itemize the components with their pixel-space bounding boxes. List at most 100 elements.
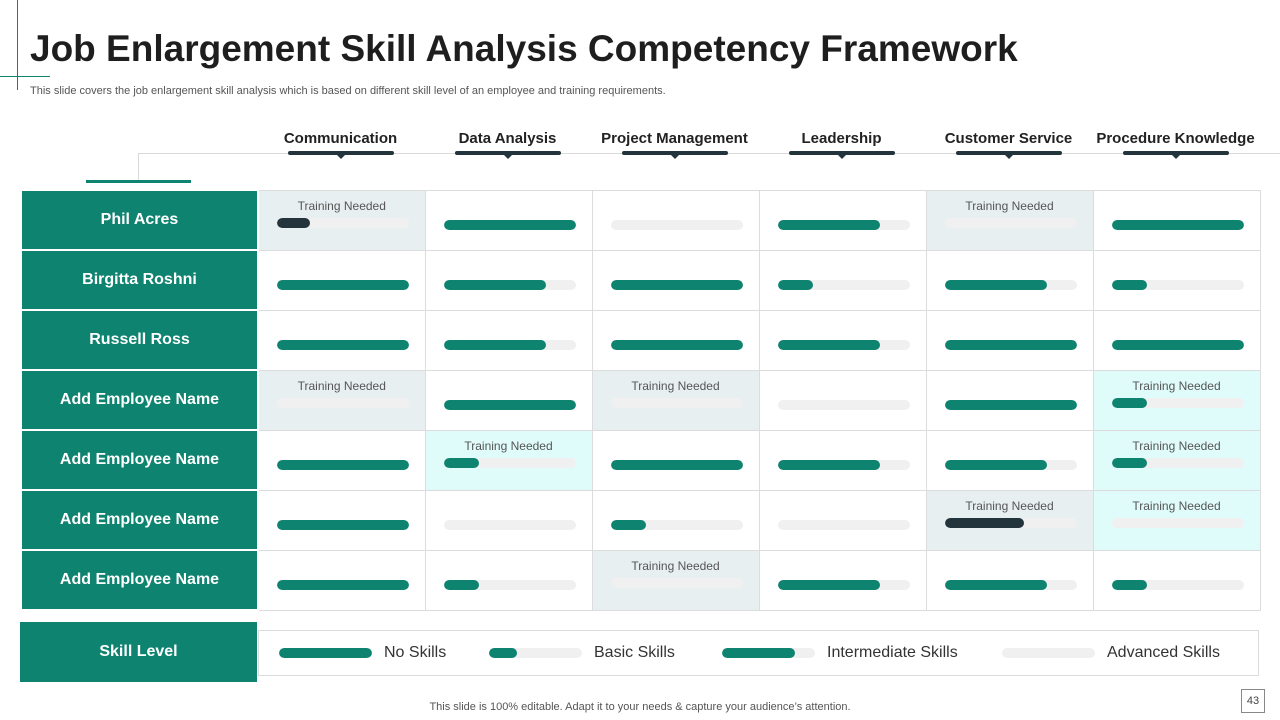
skill-cell: Training Needed [1092,369,1261,431]
skill-level-bar [777,219,910,230]
skill-level-bar [610,219,743,230]
skill-level-fill [944,399,1077,410]
column-header-bar [454,151,561,159]
skill-cell: Training Needed [925,189,1094,251]
skill-level-fill [944,459,1048,470]
skill-level-bar [777,519,910,530]
skill-level-bar [1111,457,1244,468]
decor-horizontal-line [0,76,50,77]
skill-level-bar [610,279,743,290]
employee-name: Phil Acres [20,189,259,251]
skill-level-bar [1111,517,1244,528]
skill-level-bar [1111,339,1244,350]
skill-level-bar [277,397,409,408]
column-header-bar [788,151,895,159]
legend-bar [279,648,372,658]
skill-cell [591,249,760,311]
employee-name: Birgitta Roshni [20,249,259,311]
training-needed-label: Training Needed [631,378,720,393]
skill-level-bar [610,397,743,408]
legend-bar [722,648,815,658]
skill-cell [591,309,760,371]
skill-level-fill [1111,219,1244,230]
skill-cell [257,429,426,491]
legend-label: Basic Skills [594,644,675,661]
skill-level-bar [944,279,1077,290]
table-row: Russell Ross [20,309,1261,371]
skill-level-bar [777,279,910,290]
employee-name: Add Employee Name [20,549,259,611]
skill-level-fill [610,279,743,290]
skill-cell: Training Needed [591,369,760,431]
skill-cell [758,369,927,431]
skill-level-bar [277,279,409,290]
skill-cell [257,249,426,311]
skill-level-bar [944,217,1077,228]
column-header: Leadership [758,130,925,159]
skill-level-bar [1111,219,1244,230]
skill-level-fill [777,219,881,230]
skill-level-fill [277,519,409,530]
training-needed-label: Training Needed [1132,378,1221,393]
skill-level-fill [944,279,1048,290]
legend-bar [489,648,582,658]
table-row: Add Employee Name Training Needed [20,549,1261,611]
column-header: Customer Service [925,130,1092,159]
column-header-label: Project Management [601,130,748,147]
employee-name: Add Employee Name [20,489,259,551]
training-needed-label: Training Needed [965,198,1054,213]
column-header-bar [955,151,1062,159]
column-header-bar [287,151,394,159]
legend-bar-fill [279,648,372,658]
training-needed-label: Training Needed [297,198,386,213]
skill-level-fill [777,459,881,470]
skill-cell [424,369,593,431]
skill-level-bar [777,339,910,350]
skill-level-fill [277,459,409,470]
table-row: Add Employee Name Training Needed Training… [20,369,1261,431]
column-header: Data Analysis [424,130,591,159]
skill-cell [424,489,593,551]
skill-level-fill [777,579,881,590]
skill-level-bar [443,579,576,590]
skill-cell [1092,189,1261,251]
header-accent [86,180,191,183]
skill-cell [1092,309,1261,371]
legend-label: No Skills [384,644,447,661]
skill-cell [591,189,760,251]
table-row: Add Employee Name Training Needed Training… [20,489,1261,551]
decor-vertical-line [17,0,18,90]
skill-cell [424,249,593,311]
skill-cell [925,309,1094,371]
legend-label: Advanced Skills [1107,644,1220,661]
training-needed-label: Training Needed [631,558,720,573]
skill-level-bar [277,579,409,590]
skill-level-bar [443,219,576,230]
skill-cell: Training Needed [257,369,426,431]
skill-level-fill [443,457,480,468]
skill-cell: Training Needed [925,489,1094,551]
skill-level-bar [443,339,576,350]
training-needed-label: Training Needed [1132,438,1221,453]
skill-level-fill [1111,457,1148,468]
legend-bar [1002,648,1095,658]
table-row: Add Employee Name Training Needed Training… [20,429,1261,491]
skill-level-fill [944,579,1048,590]
skill-level-bar [610,339,743,350]
skill-cell [1092,549,1261,611]
skill-level-fill [777,339,881,350]
skill-level-bar [944,579,1077,590]
skill-cell [925,549,1094,611]
skill-level-bar [610,519,743,530]
legend-bar-fill [489,648,517,658]
skill-cell: Training Needed [591,549,760,611]
skill-level-bar [944,517,1077,528]
skill-level-fill [777,279,814,290]
skill-level-bar [944,459,1077,470]
skill-cell [925,249,1094,311]
skill-level-bar [1111,279,1244,290]
skill-level-bar [277,339,409,350]
skill-level-bar [443,519,576,530]
skill-cell: Training Needed [257,189,426,251]
skill-level-bar [610,459,743,470]
